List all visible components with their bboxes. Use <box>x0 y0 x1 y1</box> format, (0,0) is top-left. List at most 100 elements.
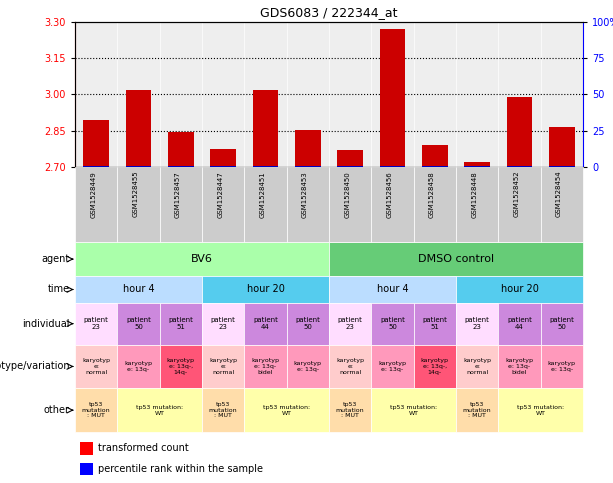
Bar <box>380 166 405 167</box>
FancyBboxPatch shape <box>202 167 245 242</box>
FancyBboxPatch shape <box>414 167 456 242</box>
Text: GSM1528447: GSM1528447 <box>217 171 223 217</box>
FancyBboxPatch shape <box>371 388 456 432</box>
Bar <box>117 22 159 167</box>
Text: karyotyp
e: 13q-: karyotyp e: 13q- <box>378 361 406 372</box>
FancyBboxPatch shape <box>456 167 498 242</box>
FancyBboxPatch shape <box>75 303 117 344</box>
FancyBboxPatch shape <box>329 344 371 388</box>
Text: agent: agent <box>42 254 70 264</box>
Bar <box>80 442 93 455</box>
Bar <box>507 166 532 167</box>
Bar <box>83 166 109 167</box>
Bar <box>80 463 93 475</box>
Text: karyotyp
e:
normal: karyotyp e: normal <box>82 358 110 375</box>
Text: patient
50: patient 50 <box>126 317 151 330</box>
Bar <box>338 166 363 167</box>
FancyBboxPatch shape <box>371 167 414 242</box>
Text: karyotyp
e:
normal: karyotyp e: normal <box>336 358 364 375</box>
FancyBboxPatch shape <box>117 344 159 388</box>
Text: tp53
mutation
: MUT: tp53 mutation : MUT <box>82 402 110 418</box>
FancyBboxPatch shape <box>202 388 245 432</box>
Bar <box>253 90 278 167</box>
Text: karyotyp
e: 13q-: karyotyp e: 13q- <box>294 361 322 372</box>
FancyBboxPatch shape <box>456 388 498 432</box>
Text: GSM1528453: GSM1528453 <box>302 171 308 217</box>
Bar <box>380 29 405 167</box>
Bar <box>541 22 583 167</box>
Bar <box>210 166 236 167</box>
FancyBboxPatch shape <box>245 167 287 242</box>
FancyBboxPatch shape <box>329 303 371 344</box>
Bar <box>338 150 363 167</box>
Text: karyotyp
e:
normal: karyotyp e: normal <box>209 358 237 375</box>
Text: patient
51: patient 51 <box>422 317 447 330</box>
Text: patient
23: patient 23 <box>211 317 235 330</box>
Text: patient
50: patient 50 <box>380 317 405 330</box>
Text: hour 4: hour 4 <box>123 284 154 295</box>
Text: GSM1528457: GSM1528457 <box>175 171 181 217</box>
Text: other: other <box>44 405 70 415</box>
FancyBboxPatch shape <box>287 344 329 388</box>
FancyBboxPatch shape <box>414 344 456 388</box>
Text: karyotyp
e: 13q-: karyotyp e: 13q- <box>124 361 153 372</box>
Text: hour 20: hour 20 <box>246 284 284 295</box>
FancyBboxPatch shape <box>75 276 202 303</box>
Text: patient
23: patient 23 <box>465 317 490 330</box>
Text: tp53 mutation:
WT: tp53 mutation: WT <box>517 405 564 415</box>
FancyBboxPatch shape <box>371 344 414 388</box>
FancyBboxPatch shape <box>75 344 117 388</box>
Text: tp53
mutation
: MUT: tp53 mutation : MUT <box>463 402 492 418</box>
FancyBboxPatch shape <box>75 388 117 432</box>
Bar <box>456 22 498 167</box>
Text: percentile rank within the sample: percentile rank within the sample <box>98 464 263 474</box>
Text: karyotyp
e:
normal: karyotyp e: normal <box>463 358 491 375</box>
FancyBboxPatch shape <box>329 242 583 276</box>
Text: patient
44: patient 44 <box>253 317 278 330</box>
Bar <box>83 120 109 167</box>
Text: patient
44: patient 44 <box>507 317 532 330</box>
FancyBboxPatch shape <box>202 344 245 388</box>
FancyBboxPatch shape <box>159 344 202 388</box>
FancyBboxPatch shape <box>287 303 329 344</box>
Text: karyotyp
e: 13q-,
14q-: karyotyp e: 13q-, 14q- <box>421 358 449 375</box>
Text: karyotyp
e: 13q-
bidel: karyotyp e: 13q- bidel <box>506 358 533 375</box>
Text: karyotyp
e: 13q-
bidel: karyotyp e: 13q- bidel <box>251 358 280 375</box>
FancyBboxPatch shape <box>159 303 202 344</box>
Bar <box>159 22 202 167</box>
FancyBboxPatch shape <box>159 167 202 242</box>
Bar <box>549 166 574 167</box>
Text: DMSO control: DMSO control <box>418 254 494 264</box>
Bar <box>202 22 245 167</box>
FancyBboxPatch shape <box>245 344 287 388</box>
Text: tp53 mutation:
WT: tp53 mutation: WT <box>136 405 183 415</box>
FancyBboxPatch shape <box>329 276 456 303</box>
Bar <box>126 90 151 167</box>
FancyBboxPatch shape <box>75 167 117 242</box>
FancyBboxPatch shape <box>541 167 583 242</box>
Bar <box>329 22 371 167</box>
FancyBboxPatch shape <box>329 167 371 242</box>
Text: karyotyp
e: 13q-,
14q-: karyotyp e: 13q-, 14q- <box>167 358 195 375</box>
FancyBboxPatch shape <box>75 242 329 276</box>
FancyBboxPatch shape <box>456 344 498 388</box>
Bar <box>168 132 194 167</box>
Text: GSM1528452: GSM1528452 <box>514 171 519 217</box>
FancyBboxPatch shape <box>245 303 287 344</box>
Bar <box>422 145 447 167</box>
Bar <box>549 127 574 167</box>
Text: GSM1528448: GSM1528448 <box>471 171 477 217</box>
Text: hour 20: hour 20 <box>501 284 538 295</box>
Bar <box>210 149 236 167</box>
Text: GSM1528449: GSM1528449 <box>90 171 96 217</box>
Bar <box>498 22 541 167</box>
Bar <box>287 22 329 167</box>
FancyBboxPatch shape <box>117 303 159 344</box>
Text: tp53
mutation
: MUT: tp53 mutation : MUT <box>209 402 237 418</box>
Text: GSM1528458: GSM1528458 <box>429 171 435 217</box>
FancyBboxPatch shape <box>287 167 329 242</box>
Title: GDS6083 / 222344_at: GDS6083 / 222344_at <box>261 6 398 19</box>
FancyBboxPatch shape <box>456 303 498 344</box>
Bar <box>507 97 532 167</box>
FancyBboxPatch shape <box>541 303 583 344</box>
